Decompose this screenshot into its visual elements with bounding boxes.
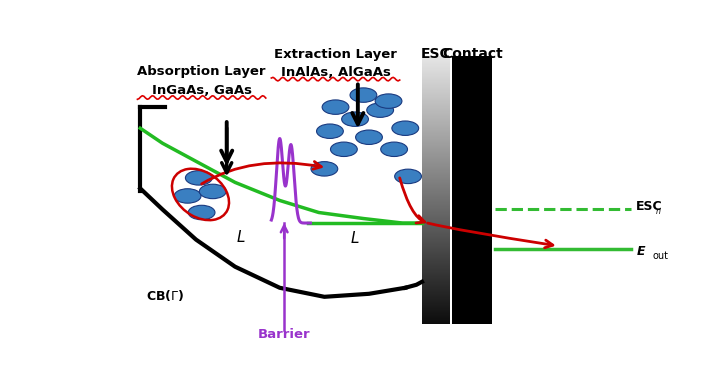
Text: InAlAs, AlGaAs: InAlAs, AlGaAs <box>281 66 390 79</box>
Circle shape <box>174 189 201 203</box>
Circle shape <box>322 100 349 114</box>
Circle shape <box>199 184 226 199</box>
Circle shape <box>366 103 394 117</box>
Circle shape <box>342 112 369 126</box>
Circle shape <box>375 94 402 108</box>
Text: CB($\Gamma$): CB($\Gamma$) <box>145 288 184 303</box>
Text: $_{n}$: $_{n}$ <box>654 207 661 217</box>
Circle shape <box>317 124 343 138</box>
Circle shape <box>392 121 418 135</box>
Circle shape <box>311 161 338 176</box>
Text: ESC: ESC <box>636 200 662 213</box>
Circle shape <box>395 169 421 184</box>
Circle shape <box>330 142 357 156</box>
Text: Absorption Layer: Absorption Layer <box>138 65 266 77</box>
Text: Extraction Layer: Extraction Layer <box>274 48 397 61</box>
Text: Contact: Contact <box>443 47 503 61</box>
Text: $L$: $L$ <box>350 230 360 246</box>
Text: ESC: ESC <box>421 47 451 61</box>
Text: InGaAs, GaAs: InGaAs, GaAs <box>152 84 251 97</box>
Text: Barrier: Barrier <box>258 328 310 341</box>
Circle shape <box>356 130 382 144</box>
Text: out: out <box>652 251 668 261</box>
Circle shape <box>188 205 215 220</box>
Bar <box>451 56 492 324</box>
FancyArrowPatch shape <box>202 161 321 184</box>
FancyArrowPatch shape <box>400 178 425 223</box>
Text: $L$: $L$ <box>236 229 246 245</box>
Text: $\bfit{E}$: $\bfit{E}$ <box>636 245 646 258</box>
Circle shape <box>186 170 212 185</box>
FancyArrowPatch shape <box>428 223 553 248</box>
Circle shape <box>350 88 377 102</box>
Circle shape <box>381 142 408 156</box>
